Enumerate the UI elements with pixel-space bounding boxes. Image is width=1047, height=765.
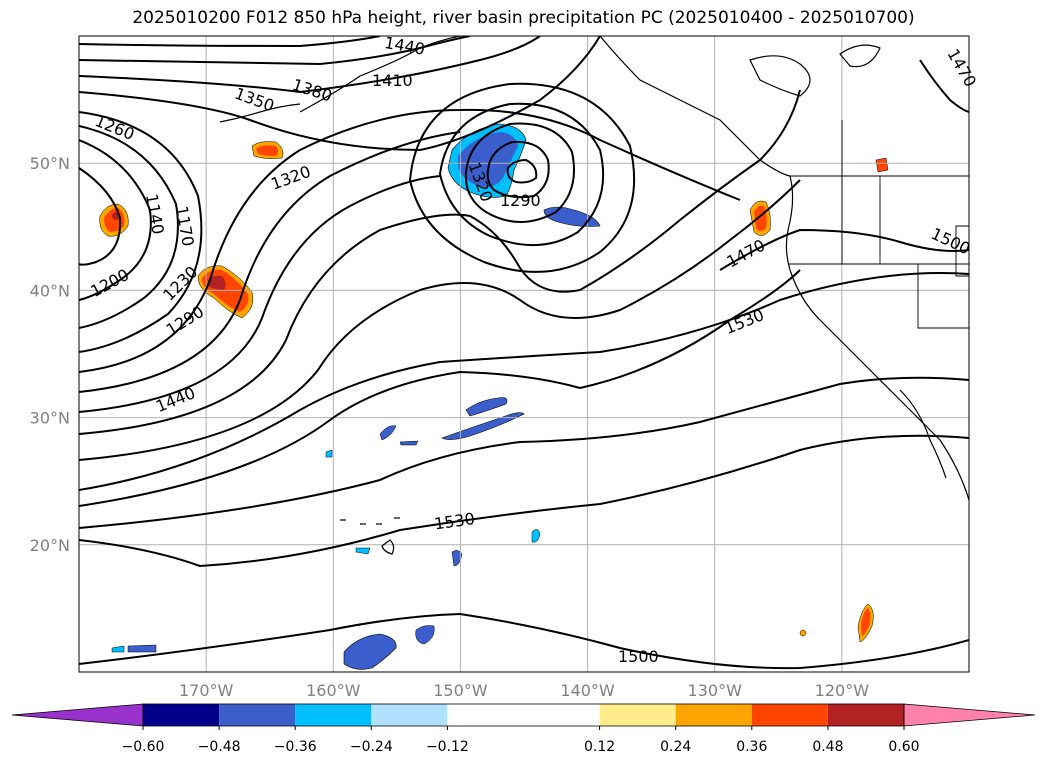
colorbar-bin (827, 704, 904, 726)
precip-pos-aleutian-core (256, 145, 278, 156)
contour-labels: 1440 1410 1380 1350 1260 1320 1320 1290 … (78, 33, 980, 673)
lat-tick-label: 40°N (30, 281, 70, 300)
colorbar-tick-label: 0.24 (660, 739, 691, 755)
lon-tick-label: 170°W (179, 681, 234, 700)
colorbar-extend-low (11, 703, 144, 727)
lon-tick-label: 130°W (688, 681, 743, 700)
colorbar-tick-label: 0.60 (888, 739, 919, 755)
contour-label: 1290 (500, 191, 541, 210)
precip-neg-south-4 (127, 644, 157, 653)
map-frame (78, 35, 970, 673)
contour-label: 1530 (433, 509, 476, 533)
colorbar: −0.60 −0.48 −0.36 −0.24 −0.12 0.12 0.24 0.36 0.4… (11, 703, 1036, 755)
gridlines (79, 36, 969, 672)
map-title: 2025010200 F012 850 hPa height, river ba… (132, 8, 915, 28)
colorbar-bin (143, 704, 220, 726)
colorbar-tick-label: 0.12 (584, 739, 615, 755)
colorbar-bin (371, 704, 448, 726)
precip-neg-streak-2 (441, 412, 525, 440)
axis-labels: 50°N 40°N 30°N 20°N 170°W 160°W 150°W 140°W 130°… (30, 154, 870, 700)
precip-pos-south-core (861, 608, 871, 636)
colorbar-bin (295, 704, 372, 726)
precip-neg-small-3 (325, 449, 333, 458)
colorbar-tick-label: −0.48 (198, 739, 241, 755)
colorbar-bin (599, 704, 676, 726)
contour-label: 1380 (290, 75, 335, 106)
contour-label: 1200 (87, 265, 132, 301)
colorbar-frame (142, 703, 905, 727)
precip-neg-small-1 (379, 425, 397, 441)
colorbar-tick-label: −0.36 (274, 739, 317, 755)
precip-neg-small-6 (531, 529, 541, 543)
colorbar-extend-high (903, 703, 1036, 727)
height-contours (79, 36, 969, 670)
colorbar-bin (219, 704, 296, 726)
lon-tick-label: 160°W (306, 681, 361, 700)
colorbar-tick-label: −0.60 (122, 739, 165, 755)
contour-label: 1470 (943, 45, 980, 90)
precip-pos-central-peak (208, 275, 226, 290)
colorbar-bin (751, 704, 828, 726)
precip-neg-blob-east (543, 206, 601, 227)
lon-tick-label: 140°W (560, 681, 615, 700)
contour-label: 1290 (163, 302, 208, 340)
contour-label: 1500 (928, 224, 973, 258)
precip-neg-small-5 (451, 550, 463, 567)
contour-label: 1530 (722, 305, 767, 338)
precip-neg-small-2 (399, 440, 419, 446)
precip-pos-coast-core (754, 205, 767, 231)
coastline-layer (219, 36, 969, 672)
colorbar-bin (447, 704, 600, 726)
contour-label: 1500 (618, 647, 659, 666)
precip-neg-south-1 (343, 633, 397, 670)
colorbar-tick-label: −0.12 (426, 739, 469, 755)
precip-fill-layer (99, 123, 889, 670)
lat-tick-label: 50°N (30, 154, 70, 173)
colorbar-tick-label: 0.36 (736, 739, 767, 755)
contour-label: 1140 (142, 192, 168, 235)
precip-neg-south-2 (415, 625, 435, 645)
precip-neg-south-3 (111, 645, 125, 653)
colorbar-tick-label: −0.24 (350, 739, 393, 755)
lon-tick-label: 120°W (815, 681, 870, 700)
colorbar-tick-label: 0.48 (812, 739, 843, 755)
precip-pos-dot (799, 629, 807, 637)
contour-label: 1440 (153, 383, 198, 416)
colorbar-bin (675, 704, 752, 726)
lon-tick-label: 150°W (433, 681, 488, 700)
precip-neg-small-4 (355, 547, 371, 555)
lat-tick-label: 30°N (30, 409, 70, 428)
contour-label: 1410 (372, 71, 413, 90)
lat-tick-label: 20°N (30, 536, 70, 555)
contour-label: 1320 (268, 162, 313, 194)
precip-pos-inland (875, 157, 889, 173)
precip-neg-streak-1 (465, 397, 508, 417)
